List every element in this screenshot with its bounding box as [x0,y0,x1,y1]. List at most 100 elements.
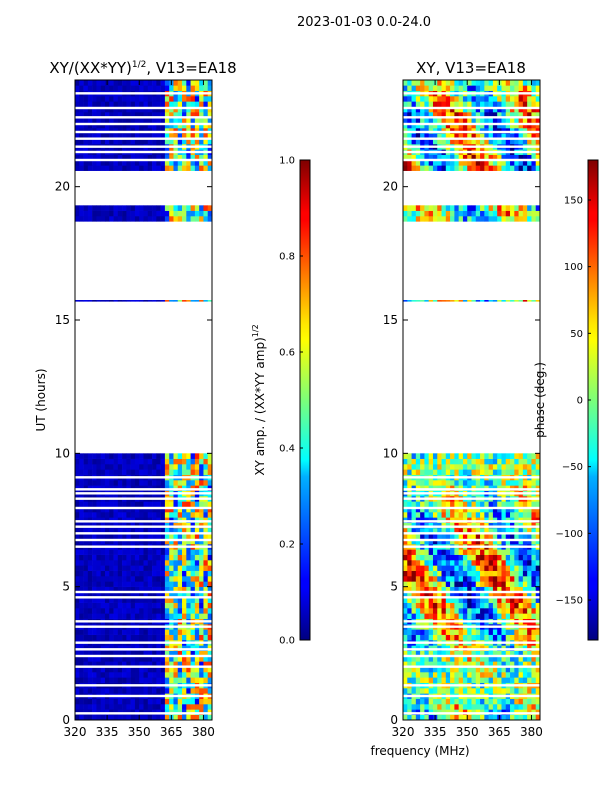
phase-heatmap-cell [475,528,481,534]
phase-heatmap-cell [407,138,412,145]
phase-heatmap-cell [467,216,472,222]
amplitude-panel-title: XY/(XX*YY)1/2, V13=EA18 [49,59,236,77]
phase-heatmap-cell [535,160,541,166]
phase-heatmap-cell [462,661,468,667]
amplitude-heatmap-cell [109,586,114,593]
phase-heatmap-cell [415,106,421,113]
phase-heatmap-cell [420,666,425,673]
phase-heatmap-cell [505,538,511,545]
amplitude-heatmap-cell [79,300,84,302]
amplitude-heatmap-cell [177,216,183,222]
amplitude-heatmap-cell [160,506,166,513]
amplitude-heatmap-cell [194,160,200,166]
phase-heatmap-cell [437,80,442,86]
amplitude-heatmap-cell [83,533,89,539]
phase-heatmap-cell [441,528,447,534]
phase-heatmap-cell [424,661,429,667]
amplitude-heatmap-cell [139,570,144,577]
phase-heatmap-cell [484,650,489,657]
amplitude-heatmap-cell [203,666,209,673]
amplitude-heatmap-cell [75,85,80,91]
amplitude-heatmap-cell [109,138,114,145]
amplitude-heatmap-cell [122,80,127,86]
phase-heatmap-cell [437,592,442,598]
phase-heatmap-cell [428,597,434,603]
phase-heatmap-cell [510,549,515,555]
amplitude-heatmap-cell [147,549,153,555]
amplitude-heatmap-cell [109,205,114,211]
amplitude-heatmap-cell [87,96,93,102]
phase-heatmap-cell [510,560,515,566]
amplitude-heatmap-cell [169,300,174,302]
phase-heatmap-cell [458,122,464,129]
amplitude-heatmap-cell [199,512,204,518]
amplitude-heatmap-cell [152,469,157,475]
phase-heatmap-cell [484,458,489,465]
phase-heatmap-cell [467,112,472,118]
amplitude-heatmap-cell [182,101,187,107]
amplitude-heatmap-cell [182,570,187,577]
amplitude-heatmap-cell [134,650,140,657]
phase-heatmap-cell [428,698,434,705]
phase-heatmap-cell [505,698,511,705]
phase-heatmap-cell [484,688,489,694]
phase-row-gap [403,684,540,687]
phase-heatmap-cell [462,592,468,598]
phase-heatmap-cell [488,106,494,113]
amplitude-heatmap-cell [177,597,183,603]
amplitude-heatmap-cell [104,666,110,673]
amplitude-heatmap-cell [96,512,101,518]
amplitude-heatmap-cell [122,101,127,107]
phase-heatmap-cell [432,554,438,561]
phase-heatmap-cell [518,501,524,507]
amplitude-heatmap-cell [134,581,140,587]
phase-heatmap-cell [450,650,455,657]
amplitude-heatmap-cell [182,122,187,129]
phase-heatmap-cell [411,586,417,593]
amplitude-heatmap-cell [160,112,166,118]
amplitude-heatmap-cell [182,560,187,566]
phase-heatmap-cell [420,210,425,217]
phase-heatmap-cell [514,613,519,619]
phase-heatmap-cell [471,216,477,222]
phase-heatmap-cell [424,96,429,102]
phase-heatmap-cell [445,453,451,459]
amplitude-heatmap-cell [173,554,179,561]
phase-heatmap-cell [467,300,472,302]
amplitude-heatmap-cell [109,592,114,598]
phase-heatmap-cell [497,698,502,705]
amplitude-heatmap-cell [147,613,153,619]
amplitude-heatmap-cell [130,205,136,211]
amplitude-y-tick-label: 10 [55,446,70,460]
amplitude-heatmap-cell [79,602,84,609]
amplitude-heatmap-cell [134,464,140,470]
phase-heatmap-cell [445,661,451,667]
amplitude-heatmap-cell [113,512,119,518]
amplitude-heatmap-cell [164,165,170,171]
phase-heatmap-cell [432,570,438,577]
phase-heatmap-cell [497,570,502,577]
amplitude-heatmap-cell [109,464,114,470]
phase-heatmap-cell [488,581,494,587]
amplitude-heatmap-cell [156,205,161,211]
phase-heatmap-cell [497,634,502,641]
amplitude-heatmap-cell [152,565,157,571]
phase-heatmap-cell [424,117,429,123]
amplitude-heatmap-cell [134,112,140,118]
phase-heatmap-cell [480,581,485,587]
amplitude-heatmap-cell [182,714,187,721]
amplitude-heatmap-cell [190,138,196,145]
phase-panel-title: XY, V13=EA18 [416,59,526,77]
phase-heatmap-cell [411,160,417,166]
amplitude-heatmap-cell [203,122,209,129]
amplitude-heatmap-cell [190,560,196,566]
phase-heatmap-cell [531,501,537,507]
phase-heatmap-cell [467,581,472,587]
amplitude-heatmap-cell [164,501,170,507]
amplitude-colorbar: 0.00.20.40.60.81.0 XY amp. / (XX*YY amp)… [251,156,311,647]
amplitude-heatmap-cell [207,549,213,555]
amplitude-heatmap-cell [194,704,200,710]
phase-heatmap-cell [467,480,472,486]
phase-heatmap-cell [522,210,528,217]
